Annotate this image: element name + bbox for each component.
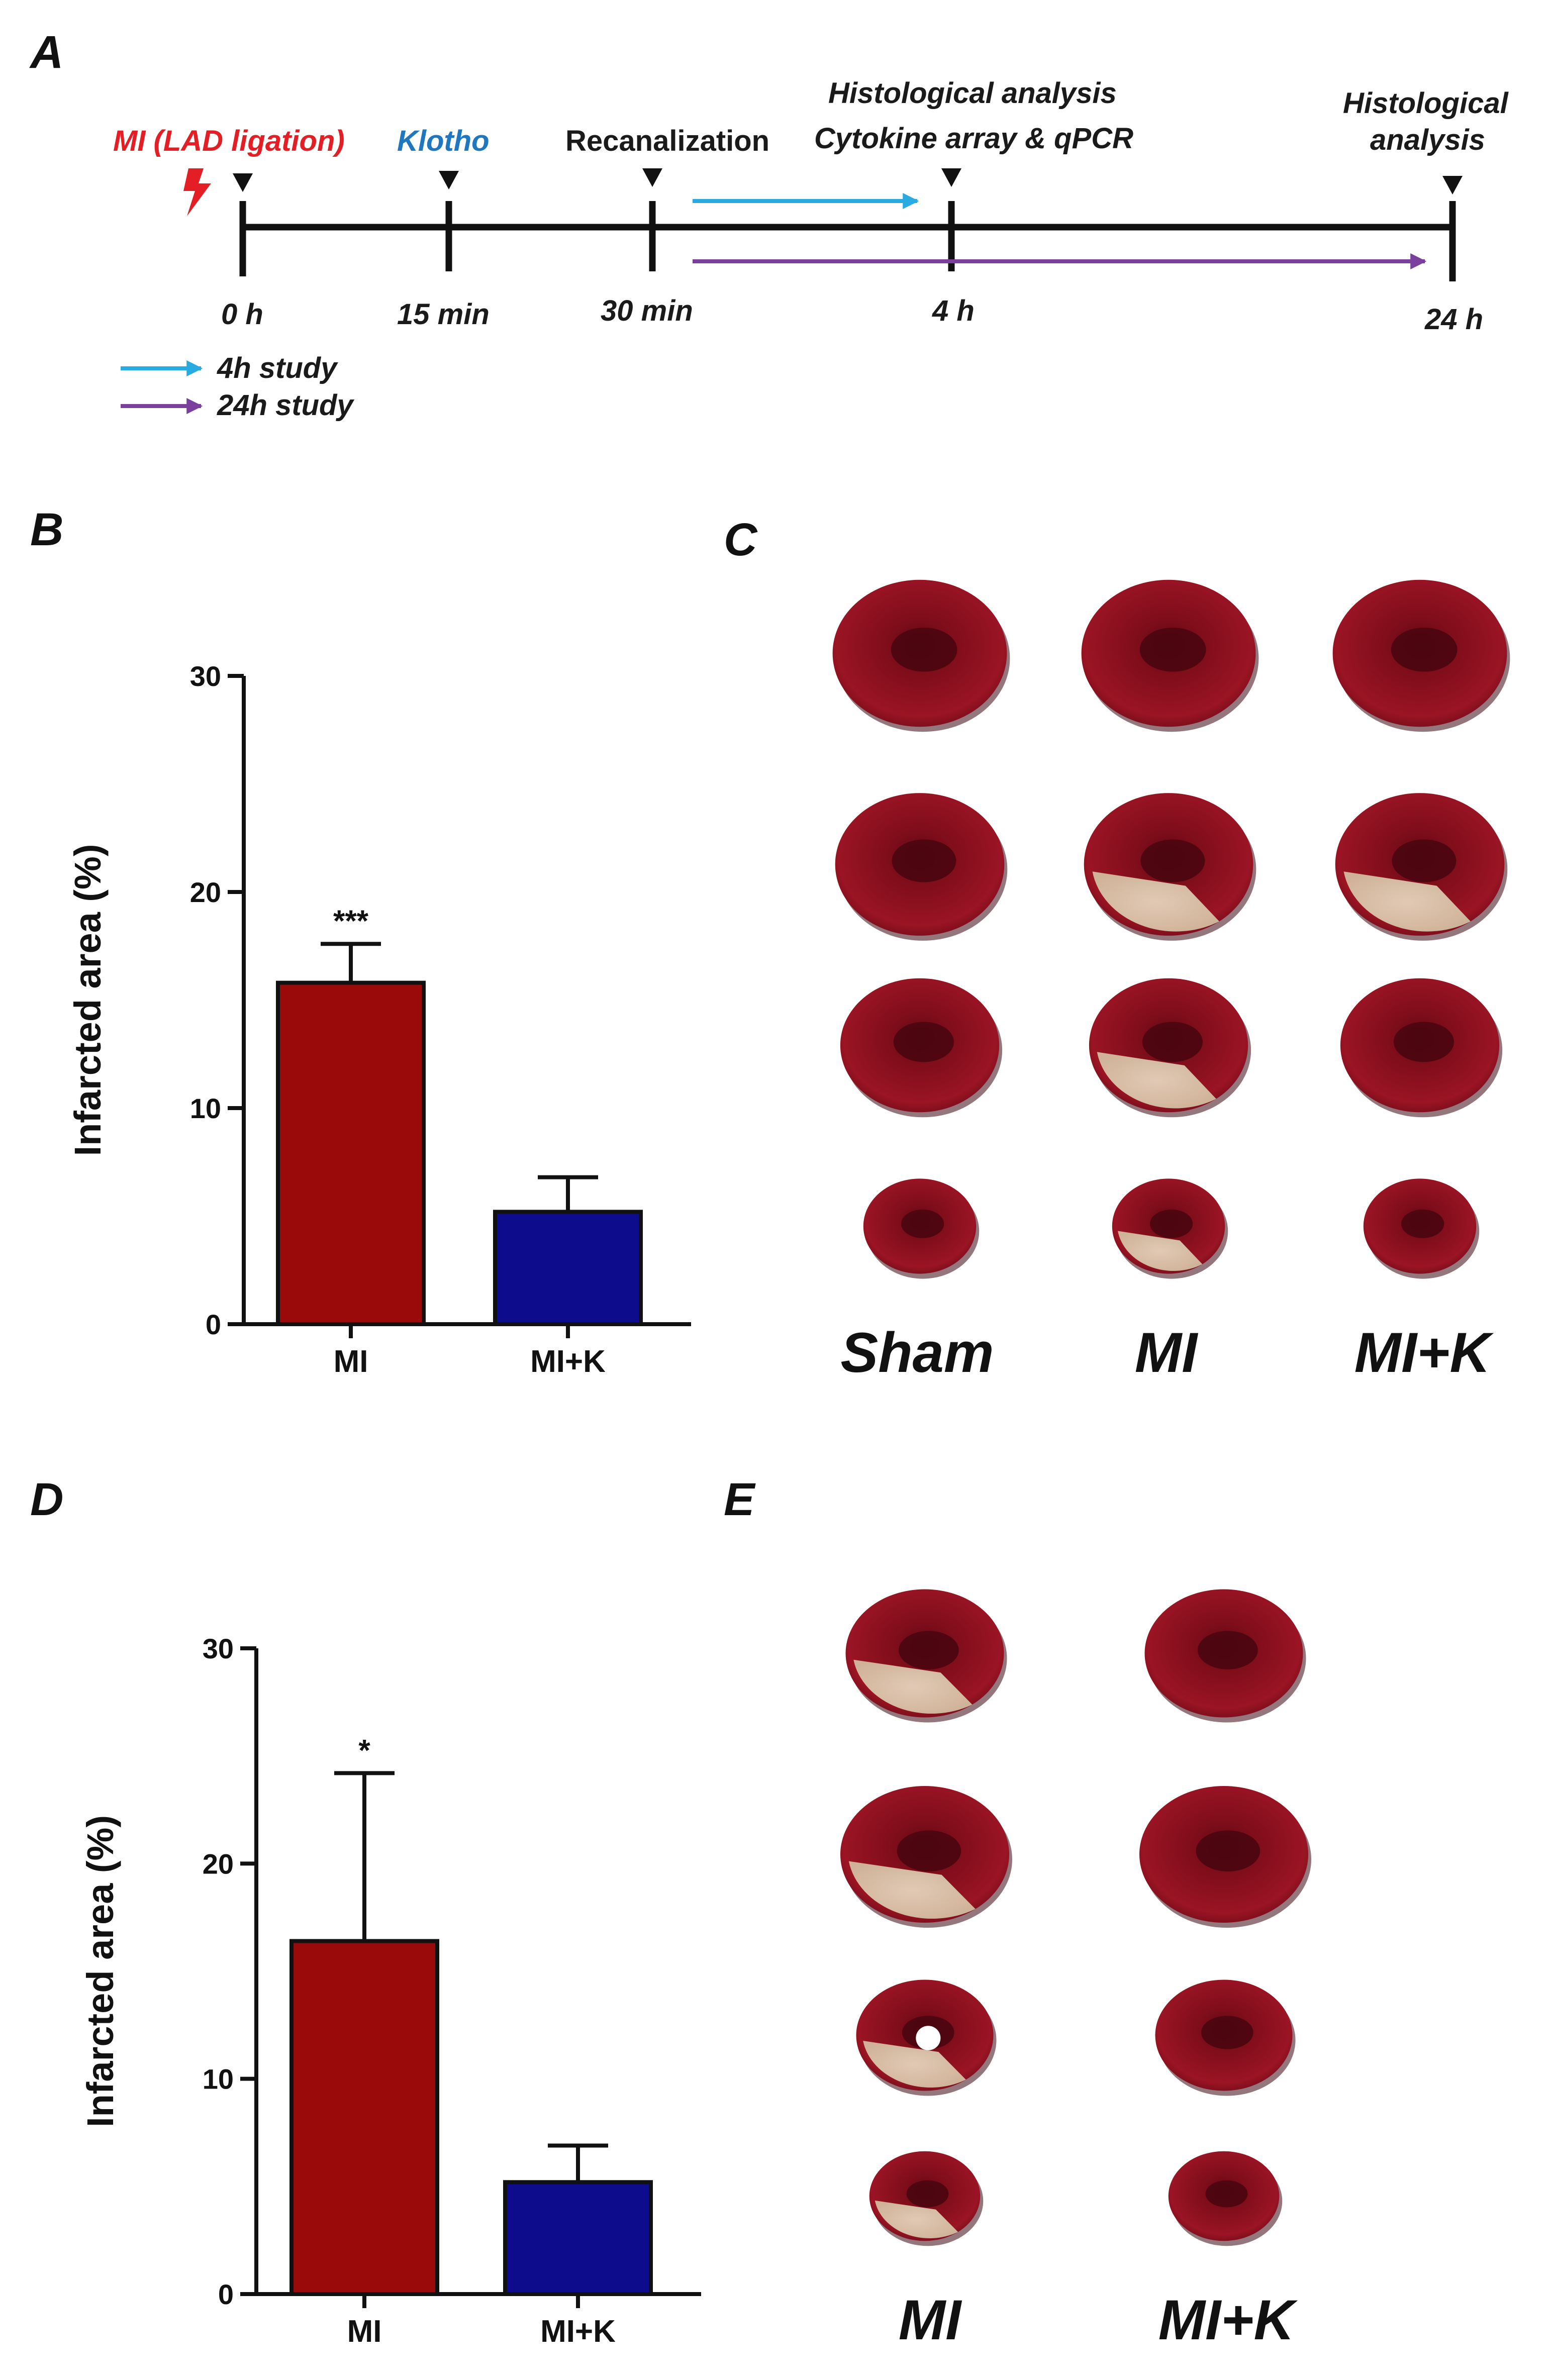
- category-label: MI: [347, 2314, 382, 2349]
- heart-section-image: [1168, 2151, 1283, 2246]
- legend-label-4h: 4h study: [217, 352, 338, 384]
- y-axis-title: Infarcted area (%): [79, 1815, 121, 2127]
- bar-chart-b: 0 10 20 30 Infarcted area (%) *** MI MI+K: [67, 660, 691, 1379]
- heart-section-image: [840, 978, 1003, 1118]
- bar-miplusk: [503, 2180, 653, 2296]
- event-label-mi: MI (LAD ligation): [113, 125, 345, 157]
- heart-section-image: [835, 793, 1008, 941]
- category-label: MI: [334, 1344, 368, 1379]
- triangle-marker-icon: [941, 168, 961, 187]
- event-label-cytokine-4h: Cytokine array & qPCR: [814, 122, 1133, 155]
- category-label: MI+K: [540, 2314, 616, 2349]
- triangle-marker-icon: [1442, 176, 1463, 194]
- time-label-4h: 4 h: [932, 294, 975, 327]
- event-label-histology-24h-line2: analysis: [1370, 124, 1485, 156]
- panel-letter-c: C: [724, 514, 758, 565]
- heart-section-image: [1089, 978, 1251, 1118]
- y-tick-label: 10: [203, 2063, 234, 2095]
- y-tick-label: 30: [190, 660, 221, 692]
- heart-section-image: [1335, 793, 1508, 941]
- heart-section-image: [869, 2151, 984, 2246]
- panel-letter-d: D: [30, 1474, 63, 1525]
- y-tick-label: 20: [203, 1848, 234, 1879]
- heart-sections-c: [832, 579, 1510, 1279]
- heart-section-image: [1139, 1786, 1311, 1928]
- group-label-mi-c: MI: [1135, 1321, 1199, 1384]
- significance-label: ***: [333, 904, 369, 938]
- bar-mi: [276, 980, 426, 1326]
- y-tick-label: 20: [190, 876, 221, 908]
- event-label-klotho: Klotho: [397, 125, 490, 157]
- y-tick-label: 0: [206, 1309, 221, 1340]
- lightning-bolt-icon: [183, 168, 211, 216]
- heart-section-image: [1081, 579, 1259, 732]
- panel-letter-b: B: [30, 504, 63, 555]
- heart-section-image: [1340, 978, 1503, 1118]
- timeline: MI (LAD ligation) Klotho Recanalization …: [113, 77, 1509, 422]
- heart-section-image: [845, 1589, 1007, 1723]
- group-label-mik-e: MI+K: [1158, 2289, 1298, 2351]
- heart-section-image: [856, 1979, 997, 2096]
- significance-label: *: [358, 1733, 370, 1767]
- heart-section-image: [832, 579, 1010, 732]
- event-label-recanalization: Recanalization: [565, 125, 769, 157]
- triangle-marker-icon: [439, 171, 459, 189]
- category-label: MI+K: [530, 1344, 606, 1379]
- heart-section-image: [1363, 1178, 1480, 1279]
- time-label-15min: 15 min: [397, 298, 490, 331]
- bar-miplusk: [493, 1210, 643, 1326]
- heart-section-image: [1332, 579, 1510, 732]
- heart-section-image: [1144, 1589, 1306, 1723]
- y-tick-label: 30: [203, 1633, 234, 1664]
- bar-mi: [289, 1939, 439, 2297]
- heart-sections-e: [840, 1589, 1311, 2246]
- legend-label-24h: 24h study: [217, 389, 354, 422]
- panel-letter-a: A: [29, 27, 63, 78]
- y-tick-label: 0: [218, 2278, 234, 2310]
- y-tick-label: 10: [190, 1093, 221, 1124]
- heart-section-image: [863, 1178, 980, 1279]
- heart-section-image: [1112, 1178, 1228, 1279]
- group-label-mik-c: MI+K: [1354, 1321, 1494, 1384]
- heart-section-image: [1155, 1979, 1296, 2096]
- time-label-0h: 0 h: [221, 298, 263, 331]
- event-label-histology-24h-line1: Histological: [1343, 87, 1509, 120]
- group-label-sham: Sham: [841, 1321, 994, 1384]
- heart-section-image: [1084, 793, 1256, 941]
- triangle-marker-icon: [233, 173, 253, 192]
- y-axis-title: Infarcted area (%): [67, 844, 109, 1156]
- group-label-mi-e: MI: [899, 2289, 962, 2351]
- heart-section-image: [840, 1786, 1012, 1928]
- triangle-marker-icon: [642, 168, 662, 187]
- panel-letter-e: E: [724, 1474, 756, 1525]
- event-label-histology-4h: Histological analysis: [828, 77, 1117, 110]
- time-label-24h: 24 h: [1424, 303, 1483, 336]
- bar-chart-d: 0 10 20 30 Infarcted area (%) * MI MI+K: [79, 1633, 701, 2349]
- time-label-30min: 30 min: [601, 294, 693, 327]
